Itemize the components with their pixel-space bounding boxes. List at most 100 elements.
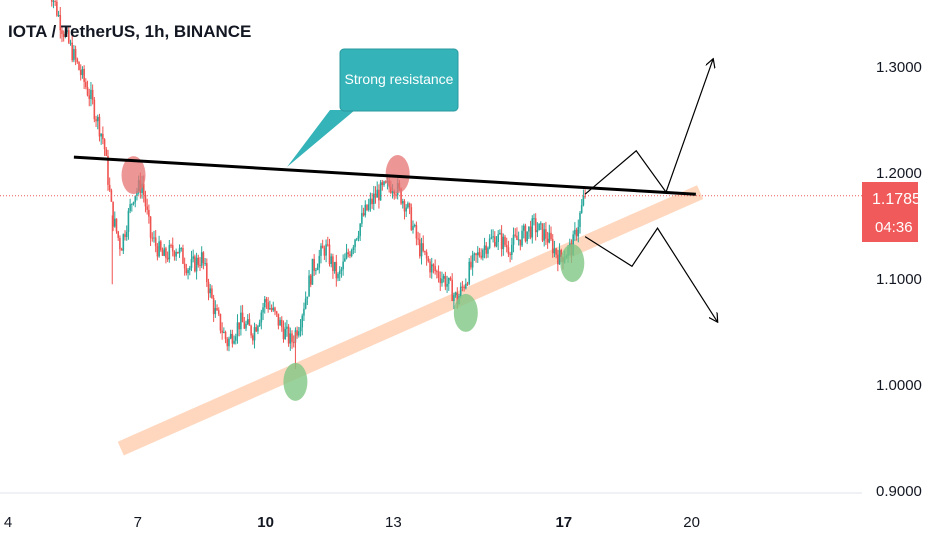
candle-body	[326, 244, 329, 246]
candle-body	[257, 326, 259, 332]
candle-body	[50, 0, 53, 2]
support-touch-marker	[453, 293, 478, 332]
symbol-title: IOTA / TetherUS, 1h, BINANCE	[8, 22, 252, 41]
candle-body	[260, 312, 263, 323]
drawing-lines-layer	[73, 60, 717, 322]
candle-body	[250, 325, 252, 336]
price-tag-value: 1.1785	[872, 191, 921, 208]
plot-area[interactable]	[0, 0, 862, 456]
candle-body	[207, 282, 210, 294]
candle-body	[371, 198, 373, 205]
candle-body	[91, 89, 94, 100]
candle-body	[422, 243, 425, 251]
candle-body	[211, 288, 213, 299]
candle-body	[442, 275, 445, 279]
candle-body	[76, 58, 79, 62]
candle-body	[488, 238, 491, 248]
candle-body	[516, 235, 518, 240]
candle-body	[243, 322, 246, 329]
candle-body	[212, 298, 215, 315]
candle-body	[234, 336, 237, 341]
candle-body	[400, 188, 402, 204]
candle-body	[367, 204, 370, 211]
touch-markers-layer	[121, 155, 585, 401]
candle-body	[272, 307, 275, 311]
candle-body	[289, 333, 292, 344]
candle-body	[420, 243, 423, 257]
candle-body	[383, 181, 385, 186]
candle-body	[182, 248, 184, 264]
candle-body	[166, 257, 169, 260]
resistance-callout[interactable]: Strong resistance	[287, 48, 459, 167]
candle-body	[315, 270, 317, 272]
candle-body	[245, 323, 247, 329]
candle-body	[171, 245, 174, 252]
time-tick-label: 13	[385, 514, 402, 531]
price-tick-label: 1.3000	[876, 59, 922, 76]
candle-body	[551, 239, 554, 254]
candle-body	[531, 218, 534, 238]
price-axis[interactable]: 1.3000 1.2000 1.1000 1.0000 0.9000	[876, 59, 922, 500]
candle-body	[528, 226, 530, 232]
candle-body	[95, 119, 97, 122]
candle-body	[342, 261, 344, 270]
candle-body	[78, 61, 80, 71]
candle-body	[313, 258, 315, 271]
candle-body	[296, 330, 298, 336]
candle-body	[180, 248, 183, 250]
candle-body	[252, 335, 254, 341]
candle-body	[146, 206, 148, 210]
candle-body	[574, 229, 576, 235]
candle-body	[284, 328, 286, 340]
candle-body	[391, 191, 394, 193]
candle-body	[413, 225, 416, 227]
candle-body	[69, 42, 72, 44]
candle-body	[228, 338, 230, 347]
candle-body	[262, 307, 264, 313]
candle-body	[429, 261, 431, 273]
candle-body	[580, 205, 583, 213]
candle-body	[287, 326, 290, 344]
candle-body	[173, 251, 176, 257]
candle-body	[357, 235, 360, 239]
candle-body	[56, 1, 58, 16]
candle-body	[359, 223, 361, 236]
candle-body	[153, 237, 155, 239]
candle-body	[449, 277, 452, 280]
candle-body	[286, 326, 288, 329]
candle-body	[122, 234, 125, 251]
candle-body	[473, 253, 476, 255]
price-tag-countdown: 04:36	[875, 219, 913, 236]
candle-body	[85, 81, 87, 88]
candle-body	[332, 256, 334, 272]
candle-body	[236, 322, 239, 337]
candle-body	[190, 258, 193, 268]
candle-body	[330, 256, 333, 264]
candle-body	[545, 229, 547, 239]
candle-body	[463, 286, 465, 289]
candle-body	[154, 237, 157, 247]
candle-body	[316, 267, 319, 271]
candle-body	[439, 278, 442, 284]
candle-body	[526, 231, 528, 242]
candle-body	[436, 271, 438, 273]
candle-body	[112, 201, 114, 227]
candle-body	[465, 283, 467, 289]
last-price-tag[interactable]: 1.1785 04:36	[862, 182, 921, 242]
candle-body	[131, 203, 133, 205]
candle-body	[415, 225, 418, 239]
candle-body	[170, 245, 172, 247]
candle-body	[151, 237, 154, 239]
candle-body	[248, 319, 251, 326]
candle-body	[401, 201, 404, 204]
candle-body	[108, 184, 111, 191]
candle-body	[165, 248, 167, 258]
candle-body	[483, 245, 486, 251]
candle-body	[376, 189, 379, 198]
candle-body	[67, 30, 70, 43]
time-axis[interactable]: 4 7 10 13 17 20	[4, 514, 700, 531]
candle-body	[214, 308, 217, 315]
candle-body	[107, 155, 109, 185]
candle-body	[395, 194, 397, 196]
